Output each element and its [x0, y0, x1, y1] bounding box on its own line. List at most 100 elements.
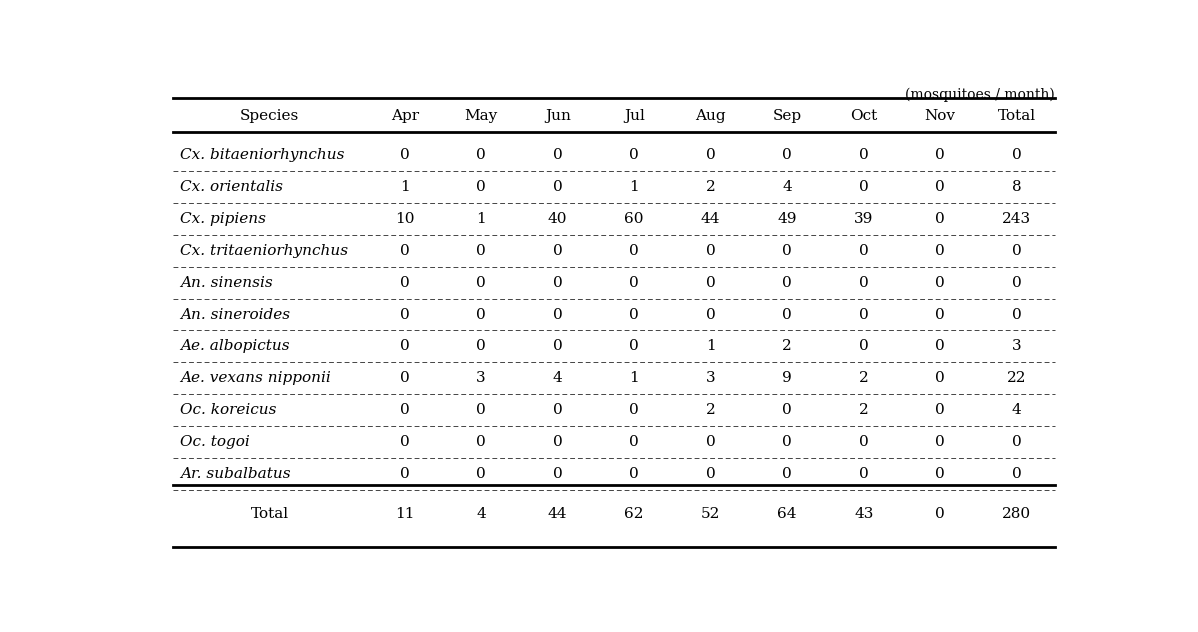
- Text: Jul: Jul: [624, 109, 645, 123]
- Text: 280: 280: [1003, 507, 1031, 521]
- Text: 0: 0: [629, 148, 639, 162]
- Text: 0: 0: [1012, 467, 1022, 481]
- Text: 2: 2: [706, 180, 715, 194]
- Text: 2: 2: [859, 371, 869, 386]
- Text: 0: 0: [859, 467, 869, 481]
- Text: 0: 0: [629, 403, 639, 417]
- Text: 40: 40: [547, 212, 568, 226]
- Text: Total: Total: [250, 507, 289, 521]
- Text: 0: 0: [859, 180, 869, 194]
- Text: 0: 0: [629, 467, 639, 481]
- Text: 0: 0: [936, 371, 945, 386]
- Text: 1: 1: [706, 339, 715, 353]
- Text: 0: 0: [782, 276, 792, 289]
- Text: 0: 0: [1012, 276, 1022, 289]
- Text: 0: 0: [400, 435, 410, 449]
- Text: Total: Total: [998, 109, 1036, 123]
- Text: 11: 11: [395, 507, 415, 521]
- Text: 0: 0: [706, 148, 715, 162]
- Text: 0: 0: [936, 276, 945, 289]
- Text: 0: 0: [477, 339, 486, 353]
- Text: 1: 1: [477, 212, 486, 226]
- Text: 60: 60: [624, 212, 645, 226]
- Text: Apr: Apr: [391, 109, 419, 123]
- Text: 0: 0: [400, 467, 410, 481]
- Text: 0: 0: [477, 148, 486, 162]
- Text: 0: 0: [629, 435, 639, 449]
- Text: 0: 0: [552, 276, 563, 289]
- Text: Sep: Sep: [773, 109, 801, 123]
- Text: 0: 0: [936, 467, 945, 481]
- Text: Ar. subalbatus: Ar. subalbatus: [181, 467, 291, 481]
- Text: 0: 0: [782, 403, 792, 417]
- Text: 0: 0: [936, 403, 945, 417]
- Text: 0: 0: [400, 403, 410, 417]
- Text: 0: 0: [400, 371, 410, 386]
- Text: Nov: Nov: [925, 109, 956, 123]
- Text: 0: 0: [859, 435, 869, 449]
- Text: 0: 0: [400, 308, 410, 322]
- Text: 62: 62: [624, 507, 645, 521]
- Text: 0: 0: [936, 212, 945, 226]
- Text: 2: 2: [782, 339, 792, 353]
- Text: 0: 0: [706, 244, 715, 258]
- Text: 0: 0: [477, 244, 486, 258]
- Text: 64: 64: [778, 507, 797, 521]
- Text: 0: 0: [552, 339, 563, 353]
- Text: 49: 49: [778, 212, 797, 226]
- Text: 0: 0: [782, 148, 792, 162]
- Text: 0: 0: [706, 276, 715, 289]
- Text: 0: 0: [706, 435, 715, 449]
- Text: 1: 1: [400, 180, 410, 194]
- Text: 0: 0: [782, 244, 792, 258]
- Text: 0: 0: [629, 308, 639, 322]
- Text: 0: 0: [477, 180, 486, 194]
- Text: 44: 44: [701, 212, 720, 226]
- Text: 0: 0: [552, 244, 563, 258]
- Text: Oct: Oct: [851, 109, 877, 123]
- Text: 0: 0: [629, 339, 639, 353]
- Text: 0: 0: [629, 276, 639, 289]
- Text: Species: Species: [240, 109, 300, 123]
- Text: 0: 0: [477, 403, 486, 417]
- Text: 0: 0: [706, 308, 715, 322]
- Text: 0: 0: [782, 467, 792, 481]
- Text: 44: 44: [547, 507, 568, 521]
- Text: 4: 4: [477, 507, 486, 521]
- Text: Cx. pipiens: Cx. pipiens: [181, 212, 266, 226]
- Text: 22: 22: [1008, 371, 1027, 386]
- Text: 0: 0: [936, 435, 945, 449]
- Text: 3: 3: [477, 371, 486, 386]
- Text: 2: 2: [706, 403, 715, 417]
- Text: Jun: Jun: [545, 109, 570, 123]
- Text: 2: 2: [859, 403, 869, 417]
- Text: Ae. albopictus: Ae. albopictus: [181, 339, 290, 353]
- Text: Ae. vexans nipponii: Ae. vexans nipponii: [181, 371, 331, 386]
- Text: 10: 10: [395, 212, 415, 226]
- Text: 0: 0: [552, 180, 563, 194]
- Text: 4: 4: [782, 180, 792, 194]
- Text: 1: 1: [629, 371, 639, 386]
- Text: 0: 0: [706, 467, 715, 481]
- Text: 4: 4: [552, 371, 563, 386]
- Text: 0: 0: [552, 148, 563, 162]
- Text: Cx. orientalis: Cx. orientalis: [181, 180, 284, 194]
- Text: 0: 0: [477, 308, 486, 322]
- Text: Aug: Aug: [695, 109, 726, 123]
- Text: 0: 0: [1012, 435, 1022, 449]
- Text: 0: 0: [477, 467, 486, 481]
- Text: 0: 0: [859, 148, 869, 162]
- Text: 4: 4: [1012, 403, 1022, 417]
- Text: 0: 0: [782, 435, 792, 449]
- Text: 0: 0: [782, 308, 792, 322]
- Text: 43: 43: [854, 507, 873, 521]
- Text: 0: 0: [859, 308, 869, 322]
- Text: 0: 0: [629, 244, 639, 258]
- Text: 0: 0: [936, 308, 945, 322]
- Text: 0: 0: [552, 308, 563, 322]
- Text: 0: 0: [552, 403, 563, 417]
- Text: 52: 52: [701, 507, 720, 521]
- Text: 0: 0: [936, 244, 945, 258]
- Text: 0: 0: [1012, 148, 1022, 162]
- Text: 243: 243: [1003, 212, 1031, 226]
